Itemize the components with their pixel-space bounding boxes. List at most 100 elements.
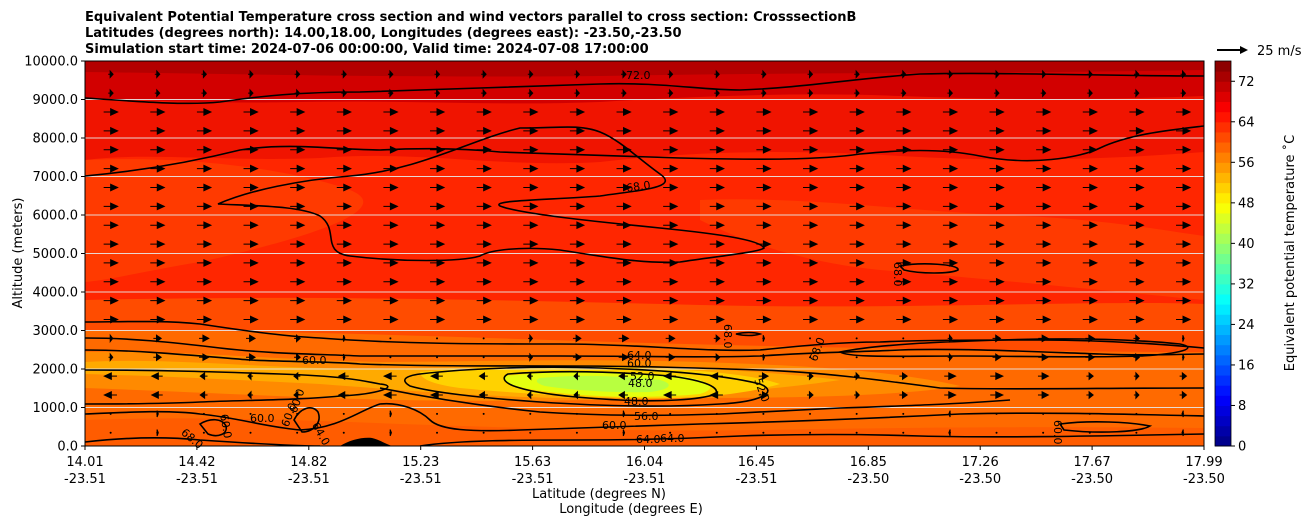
wind-vector — [336, 296, 352, 305]
wind-vector — [150, 145, 166, 154]
wind-vector — [574, 69, 581, 79]
colorbar-step — [1215, 162, 1231, 173]
wind-vector — [902, 337, 905, 340]
colorbar-step — [1215, 233, 1231, 244]
x-tick-label-lon: -23.51 — [400, 472, 442, 487]
wind-vector — [290, 221, 306, 230]
wind-vector — [803, 145, 819, 154]
wind-vector — [807, 88, 814, 98]
y-tick-label: 10000.0 — [24, 55, 78, 70]
wind-vector — [855, 431, 858, 434]
wind-vector — [389, 429, 392, 437]
wind-vector — [942, 183, 959, 192]
wind-vector — [476, 183, 492, 192]
wind-vector — [523, 221, 539, 230]
wind-vector — [569, 126, 586, 135]
colorbar-step — [1215, 61, 1231, 72]
contour-label: 64.0 — [627, 349, 652, 362]
wind-vector — [622, 429, 626, 437]
wind-vector — [1036, 108, 1052, 116]
wind-vector — [196, 221, 213, 230]
x-axis-label-longitude: Longitude (degrees E) — [559, 502, 703, 517]
wind-vector — [944, 372, 957, 381]
wind-vector — [523, 145, 539, 154]
wind-vector — [389, 410, 392, 418]
wind-vector — [709, 108, 725, 116]
wind-vector — [616, 126, 632, 135]
wind-vector — [476, 296, 492, 305]
wind-vector — [569, 296, 586, 305]
wind-vector — [1176, 277, 1192, 286]
wind-vector — [523, 240, 539, 249]
wind-vector — [382, 372, 397, 381]
wind-vector — [527, 69, 534, 79]
wind-vector — [341, 88, 347, 98]
wind-vector — [1129, 240, 1145, 249]
wind-vector — [1133, 88, 1140, 98]
wind-vector — [849, 108, 865, 116]
x-tick-label-lon: -23.51 — [176, 472, 218, 487]
x-axis-label-latitude: Latitude (degrees N) — [532, 487, 666, 502]
wind-vector — [942, 315, 959, 324]
wind-vector — [994, 88, 1000, 98]
wind-vector — [1129, 202, 1145, 211]
wind-vector — [663, 240, 679, 249]
wind-vector — [1082, 164, 1098, 173]
wind-vector — [762, 431, 765, 434]
wind-vector — [762, 335, 766, 342]
wind-vector — [896, 221, 912, 230]
wind-vector — [896, 145, 912, 154]
wind-vector — [618, 334, 630, 343]
wind-vector — [294, 352, 301, 362]
wind-vector — [942, 277, 959, 286]
contour-label: 48.0 — [628, 377, 653, 390]
wind-vector — [663, 277, 679, 286]
colorbar-tick-label: 24 — [1238, 318, 1255, 333]
wind-vector — [150, 202, 166, 211]
contour-60 — [85, 349, 1204, 390]
wind-vector — [153, 353, 163, 362]
wind-vector — [103, 372, 117, 381]
wind-vector — [196, 108, 213, 116]
wind-vector — [196, 240, 213, 249]
wind-vector — [482, 431, 485, 434]
wind-vector — [896, 202, 912, 211]
wind-vector — [1133, 390, 1140, 400]
wind-vector — [756, 164, 772, 173]
chart-title-line-2: Latitudes (degrees north): 14.00,18.00, … — [85, 26, 682, 41]
wind-vector — [854, 69, 860, 79]
wind-vector — [618, 390, 628, 400]
colorbar-step — [1215, 375, 1231, 386]
wind-vector — [481, 88, 487, 98]
wind-vector — [156, 410, 159, 418]
contour-label: 52.0 — [630, 370, 655, 383]
wind-vector — [1133, 69, 1140, 79]
colorbar-tick-label: 64 — [1238, 115, 1255, 130]
wind-vector — [854, 88, 860, 98]
contour-label: 68.0 — [721, 324, 734, 349]
wind-vector — [296, 431, 299, 434]
wind-vector — [714, 69, 720, 79]
wind-vector — [248, 69, 254, 79]
wind-vector — [293, 371, 301, 381]
wind-vector — [476, 221, 492, 230]
wind-vector — [569, 108, 586, 116]
x-tick-label-lat: 16.85 — [850, 455, 887, 470]
wind-vector — [1176, 221, 1192, 230]
wind-vector — [1176, 315, 1192, 324]
colorbar-step — [1215, 212, 1231, 224]
colorbar-step — [1215, 71, 1231, 82]
colorbar-step — [1215, 131, 1231, 143]
colorbar-color-steps — [1215, 61, 1231, 447]
y-axis-label: Altitude (meters) — [11, 198, 26, 309]
wind-vector — [1082, 240, 1098, 249]
contour-68-small — [898, 263, 959, 274]
wind-vector — [1082, 221, 1098, 230]
wind-vector — [809, 356, 812, 359]
wind-vector — [1129, 108, 1145, 116]
wind-vector — [616, 183, 632, 192]
wind-vector — [709, 240, 725, 249]
colorbar-tick-label: 40 — [1238, 237, 1255, 252]
quiver-key-arrow-icon — [1240, 46, 1248, 54]
